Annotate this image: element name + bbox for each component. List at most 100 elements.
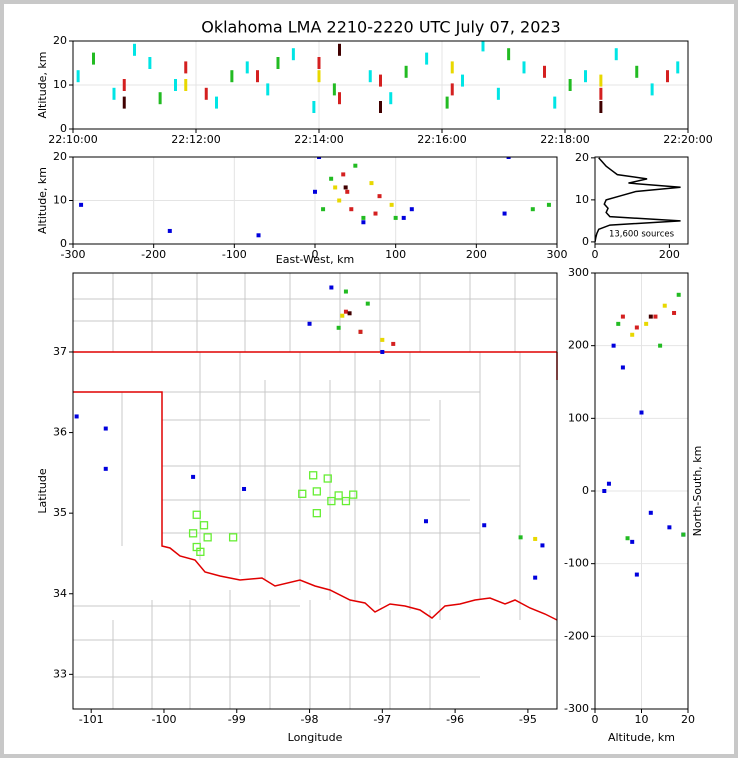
source-point — [312, 101, 316, 113]
source-point — [611, 343, 616, 348]
source-point — [158, 92, 162, 105]
x-tick-label: -98 — [301, 713, 319, 726]
source-point — [506, 157, 511, 159]
source-point — [380, 349, 385, 354]
source-point — [167, 228, 172, 233]
x-tick-label: 200 — [466, 248, 487, 261]
x-tick-label: 300 — [547, 248, 568, 261]
source-point — [307, 321, 312, 326]
source-point — [616, 321, 621, 326]
source-point — [450, 61, 454, 74]
x-tick-label: -96 — [446, 713, 464, 726]
source-point — [377, 194, 382, 199]
source-point — [461, 74, 464, 87]
source-point — [191, 474, 196, 479]
source-point — [393, 215, 398, 220]
source-point — [333, 185, 338, 190]
x-tick-label: -300 — [61, 248, 86, 261]
data-layer — [602, 292, 686, 577]
station — [298, 489, 307, 498]
source-point — [379, 74, 382, 87]
y-tick-label: 0 — [60, 122, 67, 135]
source-point — [648, 314, 653, 319]
source-point — [317, 57, 321, 69]
x-tick-label: 22:20:00 — [663, 133, 712, 146]
source-point — [256, 70, 259, 83]
y-axis-label: North-South, km — [691, 446, 704, 537]
source-point — [482, 523, 487, 528]
source-point — [662, 303, 667, 308]
source-point — [79, 202, 84, 207]
source-point — [256, 233, 261, 238]
y-tick-label: 36 — [53, 426, 67, 439]
source-point — [343, 309, 348, 314]
source-point — [391, 341, 396, 346]
source-point — [340, 313, 345, 318]
source-point — [361, 220, 366, 225]
x-axis-label: East-West, km — [276, 253, 354, 266]
source-point — [291, 48, 295, 61]
source-point — [630, 332, 635, 337]
source-point — [242, 486, 247, 491]
annotation: 13,600 sources — [609, 230, 675, 240]
y-tick-label: -100 — [564, 557, 589, 570]
source-point — [332, 83, 336, 96]
source-point — [174, 79, 177, 91]
panel: 0 10 20 -300 -200 -100 0 100 200 300 Altitude, km N… — [564, 266, 704, 744]
source-point — [546, 202, 551, 207]
station — [228, 533, 238, 542]
source-point — [653, 314, 658, 319]
source-point — [215, 96, 218, 109]
station — [349, 490, 358, 499]
y-tick-label: 0 — [60, 237, 67, 250]
source-point — [445, 96, 449, 109]
x-axis-label: Longitude — [288, 731, 343, 744]
x-tick-label: -100 — [222, 248, 247, 261]
data-layer — [76, 41, 680, 113]
source-point — [345, 189, 350, 194]
source-point — [74, 414, 79, 419]
source-point — [184, 61, 188, 74]
source-point — [361, 215, 366, 220]
source-point — [389, 202, 394, 207]
source-point — [666, 70, 669, 83]
x-axis-label: Altitude, km — [608, 731, 675, 744]
source-point — [522, 61, 526, 74]
source-point — [329, 176, 334, 181]
source-point — [620, 314, 625, 319]
source-point — [681, 532, 686, 537]
source-point — [230, 70, 234, 83]
source-point — [337, 198, 342, 203]
source-point — [639, 410, 644, 415]
x-tick-label: 10 — [635, 713, 649, 726]
station — [323, 474, 332, 483]
source-point — [343, 289, 348, 294]
source-point — [204, 87, 208, 100]
source-point — [184, 79, 188, 91]
source-point — [648, 510, 653, 515]
y-tick-label: 200 — [568, 339, 589, 352]
source-point — [599, 87, 603, 100]
source-point — [425, 52, 429, 65]
panel: -101 -100 -99 -98 -97 -96 -95 33 34 35 36 37 Longitu… — [36, 272, 558, 744]
data-layer — [74, 285, 545, 580]
x-tick-label: 22:10:00 — [48, 133, 97, 146]
source-point — [502, 211, 507, 216]
x-tick-label: -99 — [228, 713, 246, 726]
x-tick-label: 22:14:00 — [294, 133, 343, 146]
data-layer — [79, 157, 551, 238]
y-tick-label: -200 — [564, 629, 589, 642]
source-point — [347, 311, 352, 316]
source-point — [635, 65, 639, 78]
x-tick-label: 200 — [659, 248, 680, 261]
y-tick-label: 37 — [53, 345, 67, 358]
source-point — [276, 57, 280, 69]
source-point — [676, 292, 681, 297]
source-point — [614, 48, 618, 61]
x-tick-label: 22:18:00 — [540, 133, 589, 146]
source-point — [266, 83, 270, 96]
source-point — [481, 41, 485, 52]
source-point — [450, 83, 454, 96]
source-point — [122, 79, 126, 91]
source-point — [533, 575, 538, 580]
